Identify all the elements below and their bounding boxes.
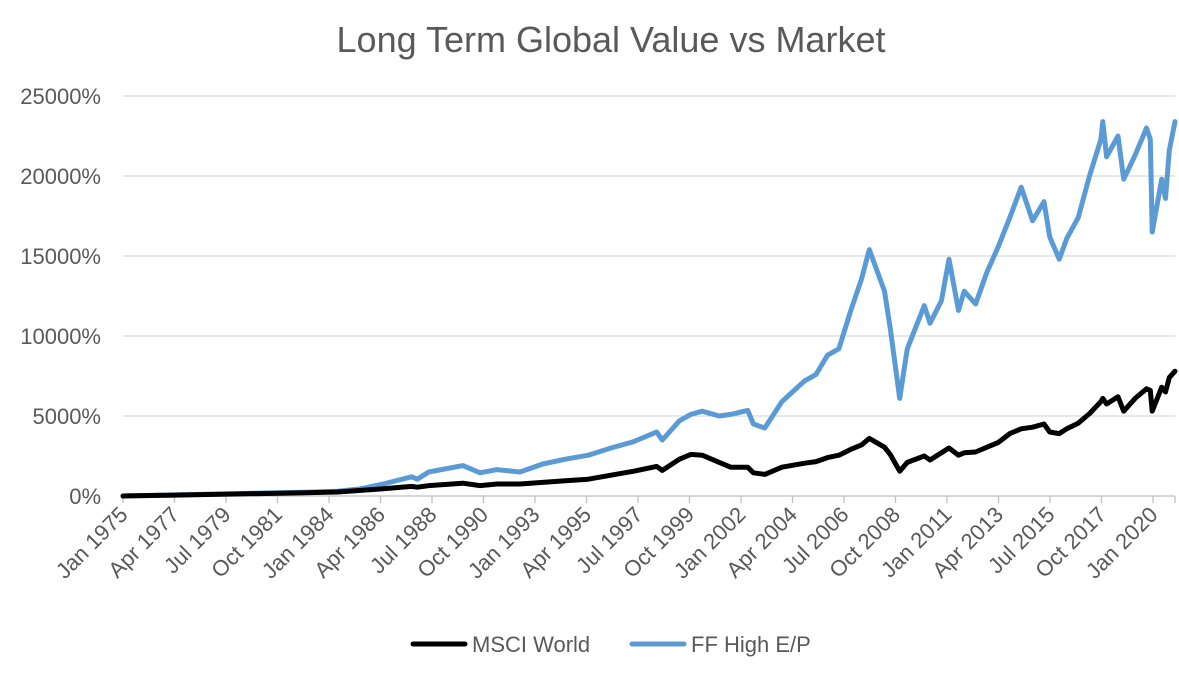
y-tick-label: 0% — [69, 484, 101, 509]
chart-title: Long Term Global Value vs Market — [337, 19, 886, 60]
gridlines — [123, 95, 1175, 417]
series-lines — [120, 119, 1178, 499]
legend-label: MSCI World — [472, 632, 590, 657]
y-tick-label: 10000% — [20, 324, 101, 349]
y-tick-label: 15000% — [20, 244, 101, 269]
series-line-ff-high-ep — [120, 119, 1178, 499]
legend: MSCI World FF High E/P — [410, 632, 811, 657]
legend-label: FF High E/P — [691, 632, 811, 657]
y-tick-label: 25000% — [20, 84, 101, 109]
y-tick-label: 20000% — [20, 164, 101, 189]
series-line-msci-world — [120, 368, 1178, 499]
y-axis-ticks: 0% 5000% 10000% 15000% 20000% 25000% — [20, 84, 101, 509]
y-tick-label: 5000% — [32, 404, 101, 429]
